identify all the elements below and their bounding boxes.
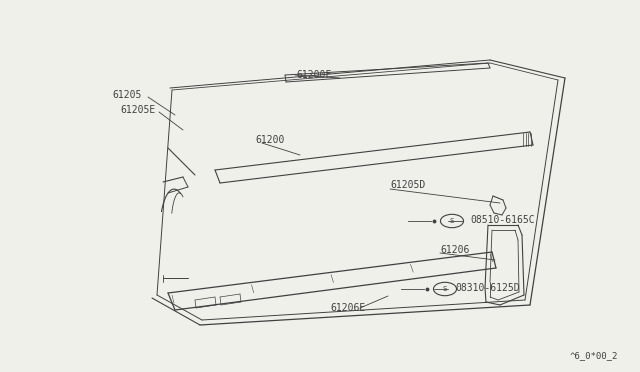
Text: 08310-6125D: 08310-6125D bbox=[455, 283, 520, 293]
Text: 61205E: 61205E bbox=[120, 105, 156, 115]
Text: 61206E: 61206E bbox=[330, 303, 365, 313]
Text: S: S bbox=[450, 218, 454, 224]
Text: 61206: 61206 bbox=[440, 245, 469, 255]
Text: ^6_0*00_2: ^6_0*00_2 bbox=[569, 351, 618, 360]
Text: 61200F: 61200F bbox=[296, 70, 332, 80]
Text: 61205D: 61205D bbox=[390, 180, 425, 190]
Text: S: S bbox=[443, 286, 447, 292]
Text: 61205: 61205 bbox=[112, 90, 141, 100]
Text: 08510-6165C: 08510-6165C bbox=[470, 215, 534, 225]
Text: 61200: 61200 bbox=[255, 135, 284, 145]
